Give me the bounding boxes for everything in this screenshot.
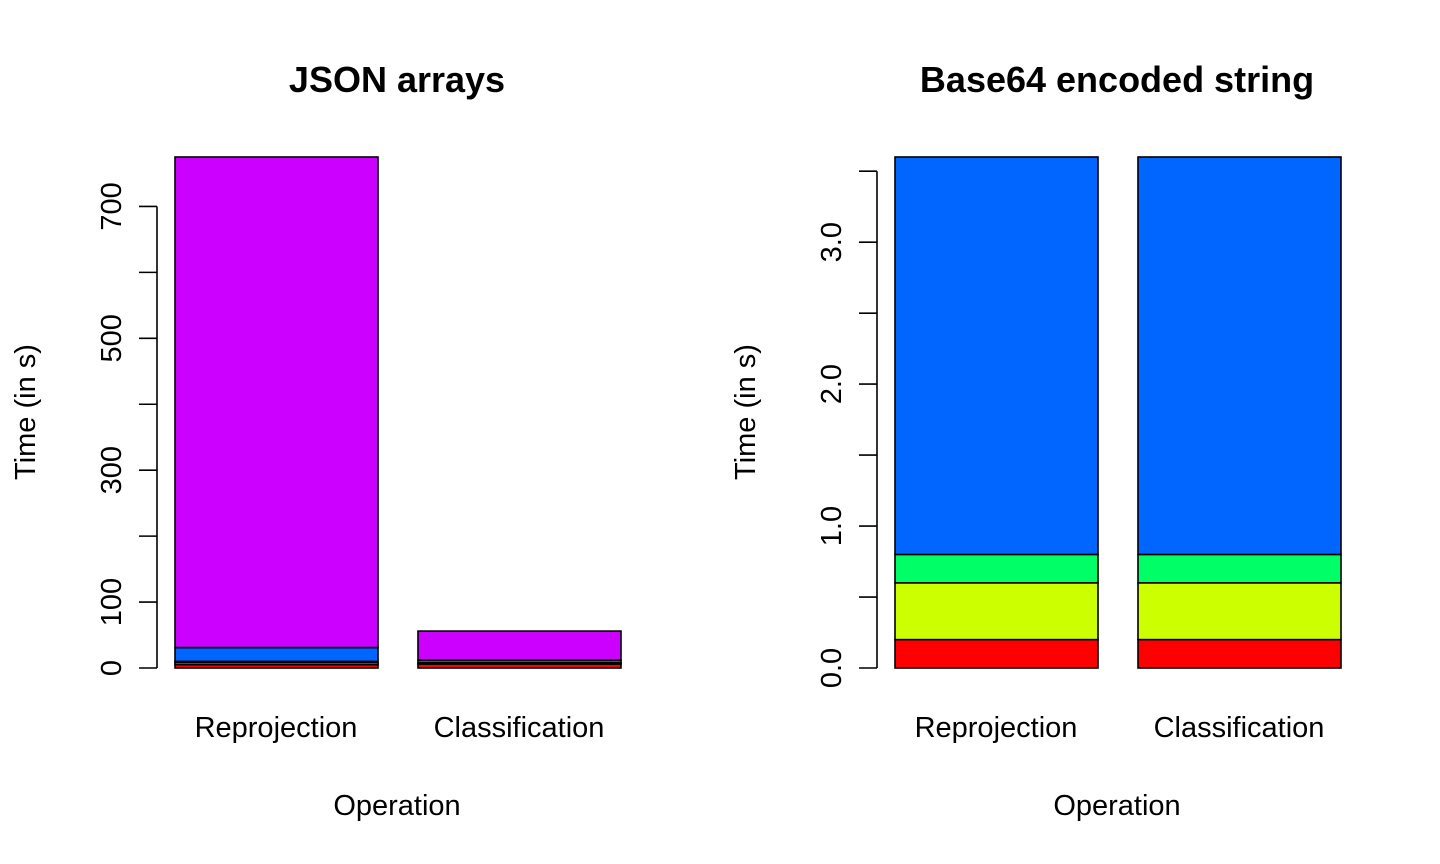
y-tick-label: 0 [96, 660, 128, 676]
chart-title: JSON arrays [289, 59, 505, 100]
y-tick-label: 2.0 [816, 364, 848, 404]
bar-segment-4-classification [1137, 156, 1342, 556]
bar-segment-5-classification [417, 630, 622, 661]
y-axis: 0 100 300 500 700 [96, 182, 158, 676]
category-label-classification: Classification [1154, 712, 1325, 744]
y-tick-label: 500 [96, 314, 128, 362]
y-tick-label: 700 [96, 182, 128, 230]
bar-segment-1-reprojection [894, 638, 1099, 669]
chart-title: Base64 encoded string [920, 59, 1314, 100]
y-axis-label: Time (in s) [10, 344, 42, 480]
bar-segment-1-classification [1137, 638, 1342, 669]
y-axis-label: Time (in s) [730, 344, 762, 480]
bar-segment-2-classification [1137, 582, 1342, 641]
x-axis-label: Operation [1053, 790, 1180, 822]
y-tick-label: 100 [96, 578, 128, 626]
y-tick-label: 0.0 [816, 648, 848, 688]
category-label-reprojection: Reprojection [195, 712, 358, 744]
bar-segment-2-reprojection [894, 582, 1099, 641]
category-label-classification: Classification [434, 712, 605, 744]
bar-segment-5-reprojection [174, 156, 379, 649]
bar-segment-3-classification [1137, 553, 1342, 584]
y-axis: 0.0 1.0 2.0 3.0 [816, 170, 878, 688]
y-tick-label: 300 [96, 446, 128, 494]
category-label-reprojection: Reprojection [915, 712, 1078, 744]
bar-segment-3-reprojection [894, 553, 1099, 584]
bar-segment-4-reprojection [174, 646, 379, 663]
bar-marks [894, 156, 1342, 669]
y-tick-label: 1.0 [816, 506, 848, 546]
bar-segment-4-reprojection [894, 156, 1099, 556]
bar-marks [174, 156, 622, 669]
y-tick-label: 3.0 [816, 222, 848, 262]
x-axis-label: Operation [333, 790, 460, 822]
base64-panel: Base64 encoded string Operation Time (in… [730, 59, 1342, 822]
json-arrays-panel: JSON arrays Operation Time (in s) Reproj… [10, 59, 622, 822]
